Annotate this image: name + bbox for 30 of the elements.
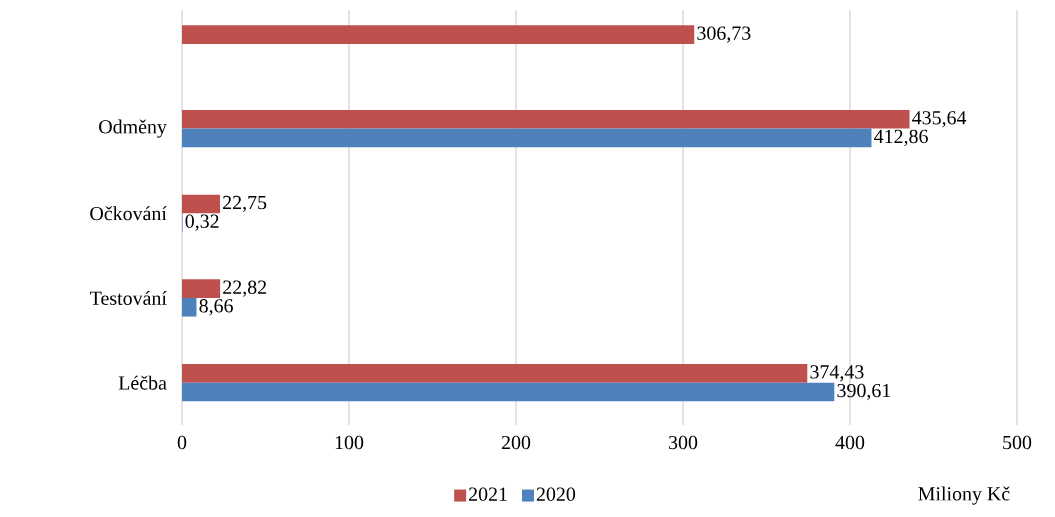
bar <box>182 128 872 148</box>
legend-label: 2020 <box>536 487 576 501</box>
bar <box>182 109 910 129</box>
data-label: 0,32 <box>185 214 219 231</box>
bar <box>182 297 197 317</box>
x-tick-label: 500 <box>1003 435 1032 450</box>
x-tick-label: 400 <box>835 435 865 450</box>
bar <box>182 194 220 214</box>
data-label: 412,86 <box>874 129 928 147</box>
x-tick-label: 200 <box>501 435 531 450</box>
bar <box>182 25 695 44</box>
y-tick-label: Léčba <box>118 375 167 390</box>
bar <box>182 279 221 298</box>
bar <box>182 364 808 383</box>
legend-label: 2021 <box>469 487 507 501</box>
y-tick-label: Očkování <box>90 206 167 221</box>
y-tick-label: Testování <box>90 290 167 305</box>
data-label: 435,64 <box>912 111 967 128</box>
data-label: 390,61 <box>837 383 891 401</box>
bar <box>182 382 835 402</box>
y-tick-label: Odměny <box>99 119 167 138</box>
x-tick-label: 300 <box>669 435 698 450</box>
x-axis-title: Miliony Kč <box>918 486 1010 505</box>
x-tick-label: 0 <box>177 435 187 450</box>
data-label: 306,73 <box>697 26 751 43</box>
data-label: 8,66 <box>199 299 233 316</box>
data-label: 22,75 <box>223 195 267 213</box>
x-tick-label: 100 <box>335 435 364 450</box>
data-label: 374,43 <box>810 365 864 382</box>
data-label: 22,82 <box>223 280 267 297</box>
